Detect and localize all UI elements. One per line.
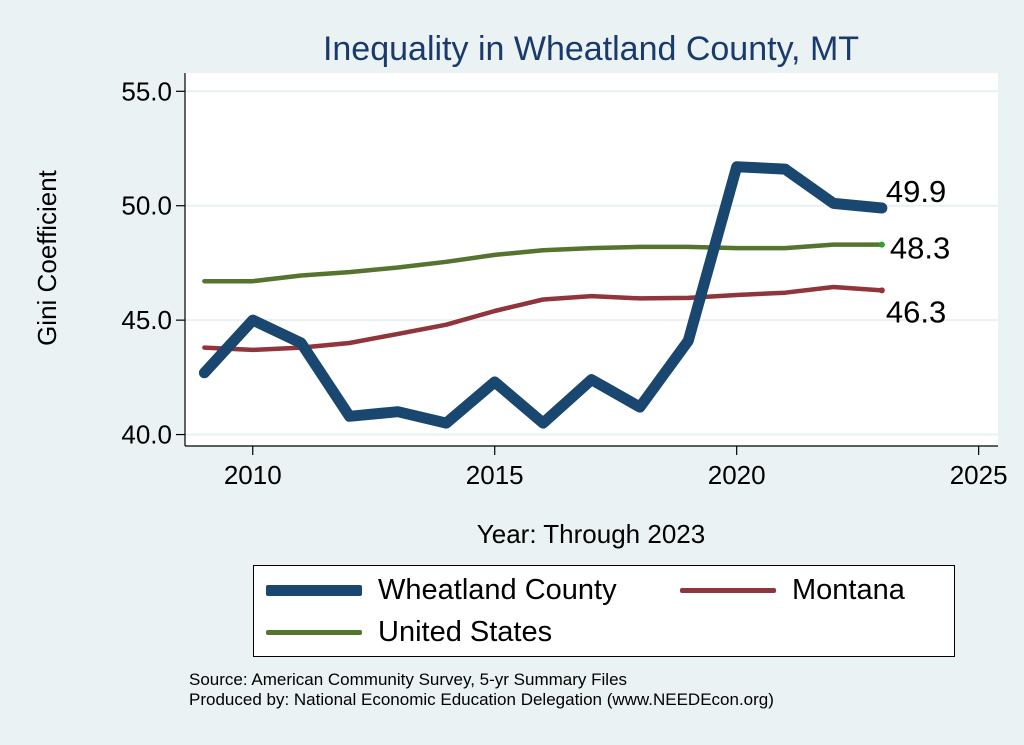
series-line-united-states [202,242,885,284]
chart-title: Inequality in Wheatland County, MT [323,30,859,68]
y-tick-label-0: 40.0 [121,420,172,450]
legend-label-united-states: United States [378,616,553,648]
legend-item-montana: Montana [680,574,905,607]
y-axis-title: Gini Coefficient [32,169,62,346]
y-tick-label-3: 55.0 [121,76,172,106]
legend-item-united-states: United States [266,616,552,649]
legend-swatch-montana [680,588,776,593]
x-tick-label-2: 2020 [708,460,766,490]
series-line-wheatland-county [198,161,888,429]
end-label-wheatland-county: 49.9 [886,174,946,209]
legend: Wheatland County Montana United States [253,565,955,657]
legend-swatch-wheatland [266,585,362,596]
legend-label-montana: Montana [792,574,905,606]
series-end-point-wheatland-county [877,204,886,213]
grid [185,90,998,436]
end-label-montana: 46.3 [886,294,946,329]
legend-label-wheatland: Wheatland County [378,574,617,606]
legend-swatch-united-states [266,630,362,635]
source-notes: Source: American Community Survey, 5-yr … [189,670,774,710]
legend-item-wheatland: Wheatland County [266,574,617,607]
series-end-point-montana [878,287,885,294]
chart-canvas: 40.0 45.0 50.0 55.0 2010 2015 2020 2025 49.9 46.… [32,30,1008,549]
end-label-united-states: 48.3 [890,231,950,266]
x-tick-label-3: 2025 [950,460,1008,490]
produced-by-text: Produced by: National Economic Education… [189,690,774,709]
x-axis-title: Year: Through 2023 [477,519,705,549]
x-tick-label-1: 2015 [466,460,524,490]
series-lines [198,161,888,429]
y-tick-label-2: 50.0 [121,191,172,221]
x-tick-label-0: 2010 [224,460,282,490]
series-line-montana [202,284,885,353]
plot-region [185,73,998,446]
series-end-point-united-states [878,241,885,248]
y-tick-label-1: 45.0 [121,305,172,335]
source-text: Source: American Community Survey, 5-yr … [189,670,628,689]
axes: 40.0 45.0 50.0 55.0 2010 2015 2020 2025 [121,73,1008,490]
end-labels: 49.9 46.3 48.3 [886,174,950,329]
